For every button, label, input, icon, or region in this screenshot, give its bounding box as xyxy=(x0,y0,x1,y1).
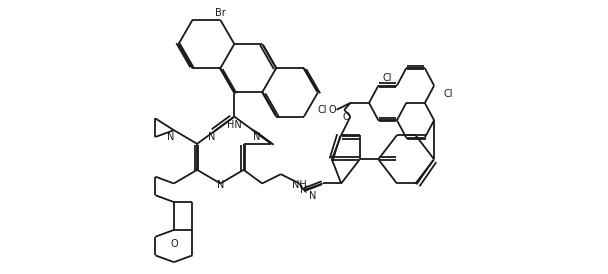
Text: N: N xyxy=(167,132,174,142)
Text: O: O xyxy=(329,105,336,115)
Text: H: H xyxy=(300,185,308,195)
Text: N: N xyxy=(209,132,216,142)
Text: HN: HN xyxy=(227,120,241,130)
Text: Br: Br xyxy=(215,8,226,18)
Text: O: O xyxy=(170,239,178,249)
Text: O: O xyxy=(342,112,350,122)
Text: NH: NH xyxy=(292,180,306,190)
Text: Cl: Cl xyxy=(318,105,328,115)
Text: N: N xyxy=(309,191,316,201)
Text: N: N xyxy=(216,180,224,190)
Text: Cl: Cl xyxy=(383,73,392,83)
Text: Cl: Cl xyxy=(443,89,453,99)
Text: N: N xyxy=(253,132,260,142)
